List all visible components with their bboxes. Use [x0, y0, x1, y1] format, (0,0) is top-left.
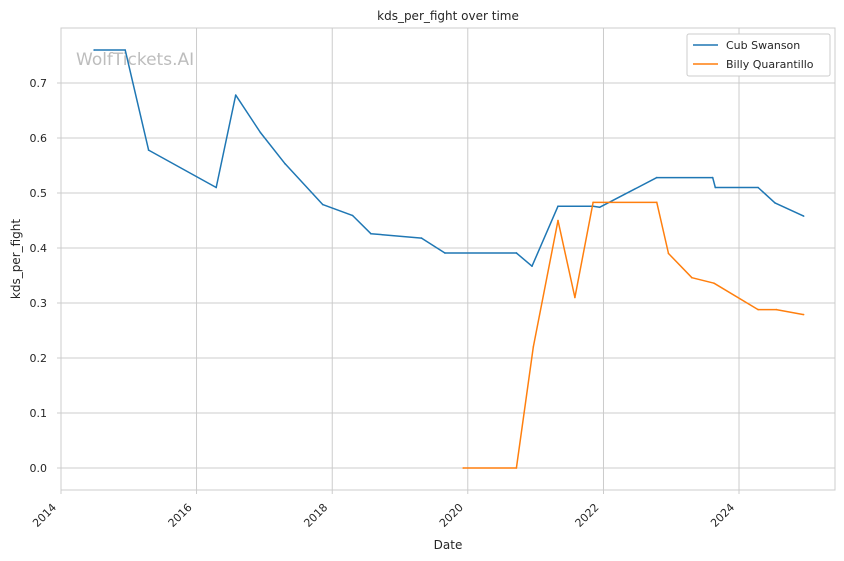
- data-point-cub-swanson: [757, 186, 759, 189]
- legend: Cub Swanson Billy Quarantillo: [686, 33, 831, 77]
- data-point-billy-quarantillo: [691, 276, 693, 279]
- chart-title: kds_per_fight over time: [377, 9, 519, 23]
- data-point-billy-quarantillo: [775, 308, 778, 311]
- data-point-cub-swanson: [234, 94, 237, 96]
- x-tick-label: 2018: [301, 501, 330, 530]
- data-point-cub-swanson: [444, 252, 446, 254]
- data-point-cub-swanson: [370, 232, 372, 235]
- y-tick-label: 0.6: [30, 132, 48, 145]
- series-line-cub-swanson: [94, 49, 804, 267]
- data-point-cub-swanson: [515, 252, 518, 254]
- y-axis-title: kds_per_fight: [9, 219, 23, 300]
- x-tick-label: 2022: [573, 501, 602, 530]
- data-point-billy-quarantillo: [655, 201, 658, 204]
- data-point-cub-swanson: [711, 176, 714, 179]
- data-point-cub-swanson: [655, 176, 658, 179]
- series-lines: [93, 49, 805, 469]
- data-point-billy-quarantillo: [574, 296, 576, 299]
- data-point-billy-quarantillo: [515, 467, 518, 469]
- data-point-cub-swanson: [420, 237, 423, 239]
- data-point-billy-quarantillo: [802, 313, 805, 316]
- data-point-cub-swanson: [531, 265, 533, 267]
- data-point-cub-swanson: [321, 203, 324, 206]
- x-tick-label: 2016: [166, 501, 195, 530]
- data-point-cub-swanson: [714, 186, 717, 189]
- data-point-cub-swanson: [259, 131, 262, 134]
- y-tick-label: 0.1: [30, 407, 48, 420]
- data-point-billy-quarantillo: [592, 201, 594, 204]
- x-tick-label: 2014: [30, 501, 59, 530]
- data-point-cub-swanson: [124, 49, 127, 51]
- data-point-billy-quarantillo: [757, 308, 759, 311]
- legend-label-billy-quarantillo: Billy Quarantillo: [726, 58, 814, 71]
- plot-area: [60, 27, 836, 491]
- data-point-cub-swanson: [774, 202, 776, 204]
- legend-label-cub-swanson: Cub Swanson: [726, 39, 800, 52]
- y-tick-label: 0.4: [30, 242, 48, 255]
- data-point-cub-swanson: [351, 214, 354, 217]
- data-point-cub-swanson: [557, 205, 559, 207]
- data-point-cub-swanson: [93, 49, 95, 51]
- x-tick-label: 2024: [708, 501, 737, 530]
- data-point-billy-quarantillo: [713, 282, 715, 285]
- y-tick-label: 0.3: [30, 297, 48, 310]
- y-tick-label: 0.2: [30, 352, 48, 365]
- y-tick-label: 0.5: [30, 187, 48, 200]
- data-point-billy-quarantillo: [462, 467, 464, 469]
- data-point-cub-swanson: [598, 206, 601, 209]
- data-point-cub-swanson: [147, 149, 150, 151]
- data-point-cub-swanson: [802, 215, 805, 217]
- data-point-cub-swanson: [215, 186, 218, 189]
- y-tick-label: 0.7: [30, 77, 48, 90]
- series-line-billy-quarantillo: [463, 201, 804, 469]
- data-point-billy-quarantillo: [532, 346, 535, 348]
- watermark-text: WolfTickets.AI: [76, 50, 194, 70]
- x-axis-title: Date: [434, 538, 463, 552]
- x-tick-label: 2020: [437, 501, 466, 530]
- grid: [60, 28, 835, 490]
- y-tick-label: 0.0: [30, 462, 48, 475]
- data-point-billy-quarantillo: [557, 219, 559, 222]
- data-point-cub-swanson: [284, 163, 286, 165]
- legend-box: [686, 33, 831, 77]
- data-point-billy-quarantillo: [667, 252, 670, 255]
